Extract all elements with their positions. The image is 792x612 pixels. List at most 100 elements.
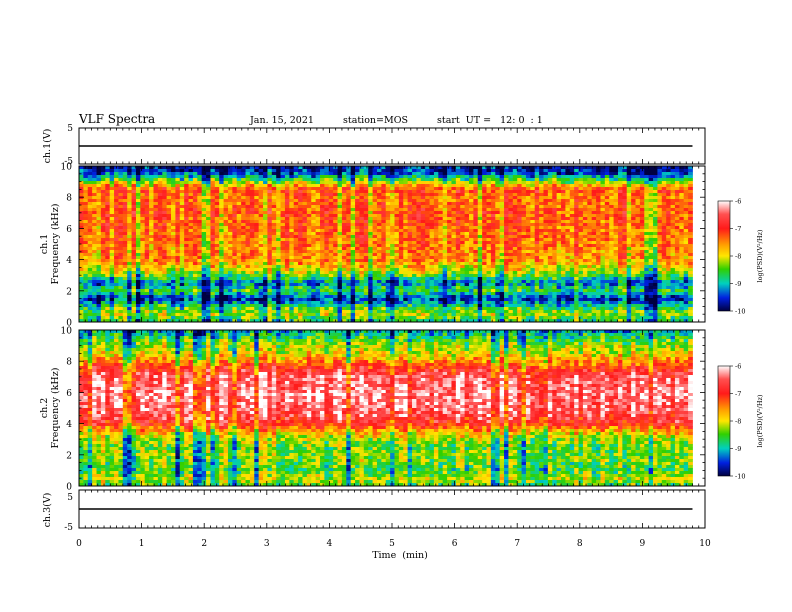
spectrogram-cell xyxy=(473,172,479,176)
spectrogram-cell xyxy=(271,181,277,185)
spectrogram-cell xyxy=(346,193,352,197)
spectrogram-cell xyxy=(271,277,277,281)
spectrogram-cell xyxy=(140,262,146,266)
spectrogram-cell xyxy=(311,259,317,263)
spectrogram-cell xyxy=(236,208,242,212)
spectrogram-cell xyxy=(92,223,97,227)
spectrogram-cell xyxy=(223,277,229,281)
spectrogram-cell xyxy=(416,259,422,263)
spectrogram-cell xyxy=(368,196,373,200)
spectrogram-cell xyxy=(442,211,448,215)
spectrogram-cell xyxy=(460,259,466,263)
spectrogram-cell xyxy=(232,181,238,185)
spectrogram-cell xyxy=(320,211,325,215)
spectrogram-cell xyxy=(438,244,444,248)
spectrogram-cell xyxy=(236,283,242,287)
spectrogram-cell xyxy=(477,226,483,230)
spectrogram-cell xyxy=(105,208,111,212)
spectrogram-cell xyxy=(359,211,365,215)
spectrogram-cell xyxy=(83,268,89,272)
spectrogram-cell xyxy=(100,223,106,227)
spectrogram-cell xyxy=(140,172,146,176)
spectrogram-cell xyxy=(390,202,395,206)
spectrogram-cell xyxy=(447,274,452,278)
spectrogram-cell xyxy=(135,283,141,287)
spectrogram-cell xyxy=(162,253,168,257)
spectrogram-cell xyxy=(197,169,203,173)
spectrogram-cell xyxy=(473,214,479,218)
spectrogram-cell xyxy=(315,250,321,254)
spectrogram-cell xyxy=(363,223,369,227)
spectrogram-cell xyxy=(302,202,308,206)
spectrogram-cell xyxy=(298,178,303,182)
spectrogram-cell xyxy=(135,169,141,173)
spectrogram-cell xyxy=(258,184,264,188)
spectrogram-cell xyxy=(473,202,479,206)
spectrogram-cell xyxy=(368,286,373,290)
spectrogram-cell xyxy=(385,286,391,290)
spectrogram-cell xyxy=(214,199,220,203)
spectrogram-cell xyxy=(337,220,343,224)
spectrogram-cell xyxy=(223,178,229,182)
spectrogram-cell xyxy=(201,268,207,272)
spectrogram-cell xyxy=(359,208,365,212)
spectrogram-cell xyxy=(276,205,281,209)
spectrogram-cell xyxy=(241,253,246,257)
spectrogram-cell xyxy=(442,304,448,308)
spectrogram-cell xyxy=(324,256,330,260)
spectrogram-cell xyxy=(179,190,185,194)
spectrogram-cell xyxy=(127,280,132,284)
spectrogram-cell xyxy=(153,307,159,311)
spectrogram-cell xyxy=(79,286,84,290)
spectrogram-cell xyxy=(372,304,378,308)
spectrogram-cell xyxy=(149,238,154,242)
spectrogram-cell xyxy=(359,178,365,182)
spectrogram-cell xyxy=(355,292,360,296)
spectrogram-cell xyxy=(223,310,229,314)
spectrogram-cell xyxy=(337,187,343,191)
spectrogram-cell xyxy=(192,199,198,203)
spectrogram-cell xyxy=(206,253,211,257)
spectrogram-cell xyxy=(337,202,343,206)
spectrogram-cell xyxy=(359,181,365,185)
spectrogram-cell xyxy=(109,226,115,230)
spectrogram-cell xyxy=(206,178,211,182)
spectrogram-cell xyxy=(109,184,115,188)
spectrogram-cell xyxy=(438,256,444,260)
spectrogram-cell xyxy=(280,274,286,278)
spectrogram-cell xyxy=(227,304,233,308)
spectrogram-cell xyxy=(280,166,286,170)
spectrogram-cell xyxy=(96,298,102,302)
spectrogram-cell xyxy=(460,286,466,290)
spectrogram-cell xyxy=(333,193,338,197)
spectrogram-cell xyxy=(315,223,321,227)
spectrogram-cell xyxy=(302,268,308,272)
spectrogram-cell xyxy=(477,319,483,323)
spectrogram-cell xyxy=(267,193,273,197)
spectrogram-cell xyxy=(188,244,194,248)
spectrogram-cell xyxy=(311,283,317,287)
spectrogram-cell xyxy=(223,259,229,263)
spectrogram-cell xyxy=(271,235,277,239)
spectrogram-cell xyxy=(315,184,321,188)
spectrogram-cell xyxy=(184,214,189,218)
spectrogram-cell xyxy=(127,247,132,251)
spectrogram-cell xyxy=(398,259,404,263)
spectrogram-cell xyxy=(105,205,111,209)
spectrogram-cell xyxy=(376,310,382,314)
spectrogram-cell xyxy=(241,316,246,320)
spectrogram-cell xyxy=(79,166,84,170)
spectrogram-cell xyxy=(241,232,246,236)
spectrogram-cell xyxy=(171,256,176,260)
spectrogram-cell xyxy=(394,319,400,323)
spectrogram-cell xyxy=(416,190,422,194)
spectrogram-cell xyxy=(311,268,317,272)
spectrogram-cell xyxy=(140,286,146,290)
spectrogram-cell xyxy=(447,175,452,179)
spectrogram-cell xyxy=(206,307,211,311)
spectrogram-cell xyxy=(201,274,207,278)
spectrogram-cell xyxy=(328,232,334,236)
spectrogram-cell xyxy=(245,289,251,293)
spectrogram-cell xyxy=(149,247,154,251)
spectrogram-cell xyxy=(166,274,172,278)
